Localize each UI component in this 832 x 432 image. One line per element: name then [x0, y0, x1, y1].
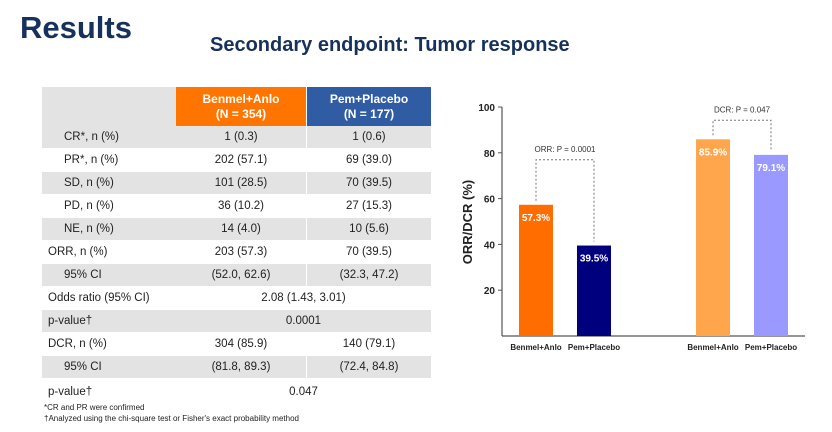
data-label: 39.5% — [580, 254, 608, 265]
header-pem-placebo: Pem+Placebo (N = 177) — [306, 87, 431, 126]
benmel-anlo-value: 202 (57.1) — [176, 148, 307, 172]
y-tick-label: 60 — [484, 195, 496, 206]
bar-dcr-1 — [754, 154, 788, 336]
table-row: 95% CI (52.0, 62.6) (32.3, 47.2) — [42, 263, 431, 287]
x-tick-label: Pem+Placebo — [745, 343, 797, 352]
y-tick-label: 100 — [478, 103, 495, 114]
row-label: 95% CI — [42, 355, 176, 379]
table-row: p-value† 0.0001 — [42, 309, 431, 333]
page-subtitle: Secondary endpoint: Tumor response — [210, 34, 570, 56]
benmel-anlo-value: 1 (0.3) — [176, 126, 307, 149]
pem-placebo-value: 1 (0.6) — [306, 126, 431, 149]
footnote: *CR and PR were confirmed — [44, 403, 145, 412]
table-row: NE, n (%) 14 (4.0) 10 (5.6) — [42, 217, 431, 241]
data-label: 57.3% — [522, 213, 550, 224]
bar-dcr-0 — [696, 139, 730, 336]
pem-placebo-value: 70 (39.5) — [306, 240, 431, 264]
data-label: 79.1% — [757, 163, 785, 174]
table-row: CR*, n (%) 1 (0.3) 1 (0.6) — [42, 126, 431, 149]
y-axis-label: ORR/DCR (%) — [460, 180, 475, 265]
benmel-anlo-value: (52.0, 62.6) — [176, 263, 307, 287]
benmel-anlo-value: (81.8, 89.3) — [176, 355, 307, 379]
bar-orr-0 — [519, 204, 553, 336]
row-label: CR*, n (%) — [42, 126, 176, 149]
x-tick-label: Pem+Placebo — [568, 343, 620, 352]
row-label: p-value† — [42, 309, 176, 333]
table-row: Odds ratio (95% CI) 2.08 (1.43, 3.01) — [42, 286, 431, 310]
row-label: 95% CI — [42, 263, 176, 287]
data-label: 85.9% — [699, 147, 727, 158]
p-value-annotation: ORR: P = 0.0001 — [535, 145, 597, 154]
results-table: Benmel+Anlo (N = 354) Pem+Placebo (N = 177… — [42, 87, 431, 405]
header-blank — [42, 87, 176, 126]
pem-placebo-value: (72.4, 84.8) — [306, 355, 431, 379]
row-label: SD, n (%) — [42, 171, 176, 195]
significance-bracket — [535, 159, 595, 242]
table-row: p-value† 0.047 — [42, 378, 431, 405]
table-row: ORR, n (%) 203 (57.3) 70 (39.5) — [42, 240, 431, 264]
benmel-anlo-value: 203 (57.3) — [176, 240, 307, 264]
benmel-anlo-value: 14 (4.0) — [176, 217, 307, 241]
row-value: 0.047 — [176, 378, 431, 405]
bar-orr-1 — [577, 245, 611, 336]
row-label: p-value† — [42, 378, 176, 405]
page-title: Results — [20, 10, 132, 45]
benmel-anlo-value: 36 (10.2) — [176, 194, 307, 218]
row-label: ORR, n (%) — [42, 240, 176, 264]
row-label: PD, n (%) — [42, 194, 176, 218]
row-value: 0.0001 — [176, 309, 431, 333]
pem-placebo-value: 69 (39.0) — [306, 148, 431, 172]
y-tick-label: 40 — [484, 240, 496, 251]
p-value-annotation: DCR: P = 0.047 — [714, 105, 771, 114]
header-benmel-anlo: Benmel+Anlo (N = 354) — [176, 87, 307, 126]
pem-placebo-value: 70 (39.5) — [306, 171, 431, 195]
benmel-anlo-value: 304 (85.9) — [176, 332, 307, 356]
table-row: 95% CI (81.8, 89.3) (72.4, 84.8) — [42, 355, 431, 379]
pem-placebo-value: 27 (15.3) — [306, 194, 431, 218]
table-row: SD, n (%) 101 (28.5) 70 (39.5) — [42, 171, 431, 195]
y-tick-label: 20 — [484, 286, 496, 297]
row-label: PR*, n (%) — [42, 148, 176, 172]
pem-placebo-value: 140 (79.1) — [306, 332, 431, 356]
y-tick-label: 80 — [484, 149, 496, 160]
significance-bracket — [712, 119, 772, 151]
row-label: Odds ratio (95% CI) — [42, 286, 176, 310]
table-row: PR*, n (%) 202 (57.1) 69 (39.0) — [42, 148, 431, 172]
table-row: PD, n (%) 36 (10.2) 27 (15.3) — [42, 194, 431, 218]
row-label: NE, n (%) — [42, 217, 176, 241]
table-row: DCR, n (%) 304 (85.9) 140 (79.1) — [42, 332, 431, 356]
pem-placebo-value: (32.3, 47.2) — [306, 263, 431, 287]
pem-placebo-value: 10 (5.6) — [306, 217, 431, 241]
x-tick-label: Benmel+Anlo — [510, 343, 561, 352]
x-tick-label: Benmel+Anlo — [687, 343, 738, 352]
footnote: †Analyzed using the chi-square test or F… — [44, 414, 299, 423]
benmel-anlo-value: 101 (28.5) — [176, 171, 307, 195]
row-value: 2.08 (1.43, 3.01) — [176, 286, 431, 310]
row-label: DCR, n (%) — [42, 332, 176, 356]
